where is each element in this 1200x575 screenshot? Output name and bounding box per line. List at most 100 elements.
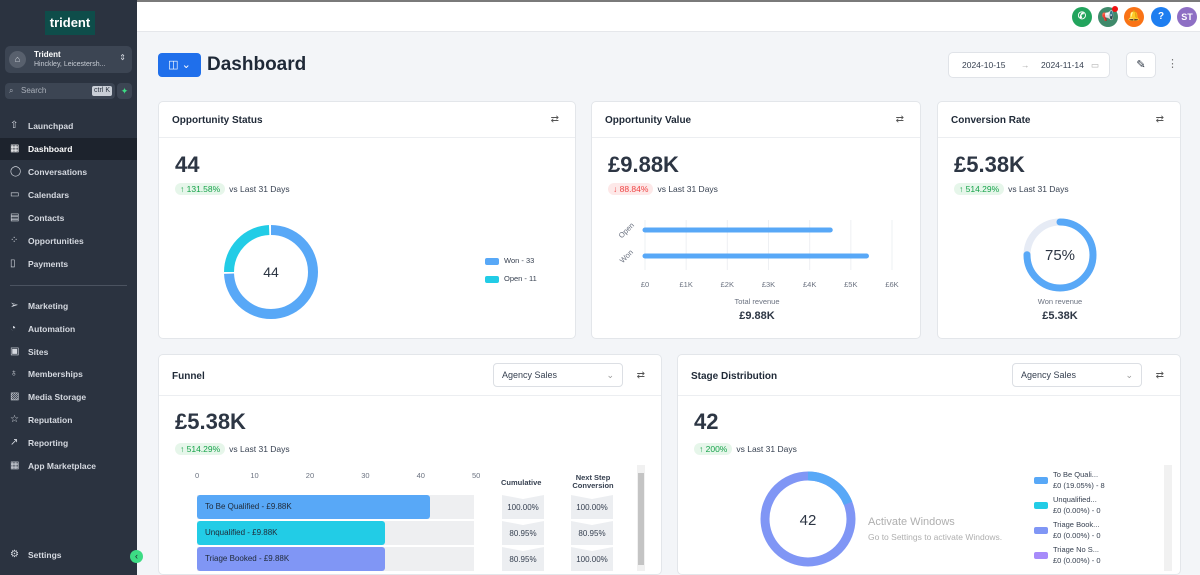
sidebar-item-marketing[interactable]: ➢ Marketing: [0, 295, 137, 317]
card-title: Opportunity Value: [605, 115, 692, 126]
filter-icon[interactable]: ⇄: [895, 114, 904, 125]
sidebar-item-settings[interactable]: ⚙ Settings: [0, 544, 137, 566]
won-revenue-value: £5.38K: [1042, 310, 1078, 322]
sidebar-item-opportunities[interactable]: ⁘ Opportunities: [0, 230, 137, 252]
grid-icon: ▦: [10, 143, 20, 154]
sidebar-item-conversations[interactable]: ◯ Conversations: [0, 161, 137, 183]
pipeline-select[interactable]: Agency Sales ⌄: [1012, 363, 1142, 387]
sidebar-item-label: Reporting: [28, 437, 69, 448]
sidebar-item-contacts[interactable]: ▤ Contacts: [0, 207, 137, 229]
send-icon: ➢: [10, 300, 19, 311]
watermark: Activate Windows: [868, 516, 955, 528]
x-tick-label: 40: [416, 471, 425, 480]
x-tick-label: 10: [250, 471, 259, 480]
account-switcher[interactable]: ⌂ Trident Hinckley, Leicestersh... ⇕: [5, 46, 132, 73]
filter-icon[interactable]: ⇄: [636, 370, 645, 381]
x-tick-label: £2K: [721, 280, 734, 289]
funnel-bar[interactable]: Triage Booked - £9.88K: [197, 547, 386, 571]
filter-icon[interactable]: ⇄: [550, 114, 559, 125]
metric-change: ↑ 131.58% vs Last 31 Days: [175, 183, 290, 195]
funnel-bar[interactable]: To Be Qualified - £9.88K: [197, 495, 430, 519]
sidebar-item-reputation[interactable]: ☆ Reputation: [0, 409, 137, 431]
sidebar-item-label: Marketing: [28, 301, 69, 311]
help-icon[interactable]: ?: [1151, 7, 1171, 27]
donut-segment-to-be-qualified: [760, 471, 856, 567]
pipeline-select[interactable]: Agency Sales ⌄: [493, 363, 623, 387]
sidebar-item-dashboard[interactable]: ▦ Dashboard: [0, 138, 137, 160]
pencil-icon: ✎: [1136, 59, 1146, 71]
pipeline-value: Agency Sales: [502, 370, 558, 380]
funnel-bar-label: Unqualified - £9.88K: [205, 528, 278, 537]
calendar-icon: ▭: [1091, 60, 1100, 70]
card-title: Funnel: [172, 371, 205, 382]
chevron-down-icon: ⌄: [606, 370, 614, 380]
edit-button[interactable]: ✎: [1126, 52, 1156, 78]
comparison-label: vs Last 31 Days: [229, 184, 290, 194]
scrollbar[interactable]: [637, 465, 645, 571]
legend-item: To Be Quali... £0 (19.05%) - 8: [1034, 469, 1105, 491]
quick-action-icon[interactable]: ✦: [117, 83, 132, 99]
legend-name: Triage No S...: [1053, 545, 1099, 554]
sites-icon: ▣: [10, 345, 20, 357]
avatar[interactable]: ST: [1177, 7, 1197, 27]
change-badge: ↑ 200%: [694, 443, 733, 455]
sidebar-item-label: Settings: [28, 550, 62, 560]
legend-detail: £0 (0.00%) - 0: [1053, 556, 1101, 565]
pipeline-value: Agency Sales: [1021, 370, 1077, 380]
x-tick-label: £4K: [803, 280, 816, 289]
search-shortcut: ctrl K: [92, 86, 112, 96]
cumulative-value: 100.00%: [502, 495, 544, 519]
next-step-value: 100.00%: [571, 495, 613, 519]
date-range-picker[interactable]: 2024-10-15 → 2024-11-14 ▭: [948, 52, 1110, 78]
sidebar-item-label: Calendars: [28, 190, 70, 200]
date-from: 2024-10-15: [962, 60, 1006, 70]
funnel-bar[interactable]: Unqualified - £9.88K: [197, 521, 386, 545]
sidebar-item-label: Media Storage: [28, 392, 87, 403]
card-title: Opportunity Status: [172, 115, 263, 126]
sidebar-item-label: Reputation: [28, 415, 73, 425]
image-icon: ▨: [10, 391, 20, 403]
sidebar-item-launchpad[interactable]: ⇧ Launchpad: [0, 115, 137, 137]
scrollbar[interactable]: [1164, 465, 1172, 571]
page-title: Dashboard: [207, 54, 307, 75]
sidebar-item-label: Sites: [28, 346, 49, 357]
sidebar-item-calendars[interactable]: ▭ Calendars: [0, 184, 137, 206]
legend-item: Unqualified... £0 (0.00%) - 0: [1034, 494, 1101, 516]
card-title: Conversion Rate: [951, 115, 1031, 126]
sidebar-item-reporting[interactable]: ↗ Reporting: [0, 432, 137, 454]
account-name: Trident: [34, 50, 61, 59]
sidebar-item-label: Payments: [28, 259, 69, 269]
metric-change: ↑ 200% vs Last 31 Days: [694, 443, 797, 455]
sidebar-item-sites[interactable]: ▣ Sites: [0, 341, 137, 363]
filter-icon[interactable]: ⇄: [1155, 370, 1164, 381]
x-tick-label: 20: [305, 471, 315, 480]
change-badge: ↑ 131.58%: [175, 183, 226, 195]
legend-open: Open - 11: [485, 274, 537, 283]
sidebar-item-payments[interactable]: ▯ Payments: [0, 253, 137, 275]
sidebar-item-memberships[interactable]: ♁ Memberships: [0, 363, 137, 385]
dashboard-switcher-button[interactable]: ◫ ⌄: [158, 53, 201, 77]
trend-icon: ↗: [10, 436, 19, 448]
phone-icon[interactable]: ✆: [1072, 7, 1092, 27]
filter-icon[interactable]: ⇄: [1155, 114, 1164, 125]
bell-icon[interactable]: 🔔: [1124, 7, 1144, 27]
chat-icon: ◯: [10, 166, 22, 177]
sidebar-item-automation[interactable]: ◔ Automation: [0, 318, 137, 340]
x-tick-label: 30: [361, 471, 370, 480]
conversion-rate-card: Conversion Rate ⇄ £5.38K ↑ 514.29% vs Last…: [937, 101, 1181, 339]
collapse-sidebar-button[interactable]: ‹: [130, 550, 143, 563]
sidebar-item-label: Memberships: [28, 369, 83, 380]
search-input[interactable]: ⌕ Search ctrl K: [5, 83, 115, 99]
location-icon: ⌂: [9, 51, 26, 68]
comparison-label: vs Last 31 Days: [736, 444, 797, 454]
sidebar-item-label: Conversations: [28, 167, 88, 177]
x-tick-label: £6K: [885, 280, 898, 289]
sidebar-item-media-storage[interactable]: ▨ Media Storage: [0, 386, 137, 408]
sidebar-item-app-marketplace[interactable]: ▦ App Marketplace: [0, 455, 137, 477]
more-options-icon[interactable]: ⋮: [1167, 58, 1178, 70]
award-icon: ♁: [10, 368, 18, 380]
arrow-right-icon: →: [1021, 60, 1030, 70]
search-placeholder: Search: [21, 86, 47, 95]
metric-value: £5.38K: [954, 152, 1025, 177]
megaphone-icon[interactable]: 📢: [1098, 6, 1118, 27]
